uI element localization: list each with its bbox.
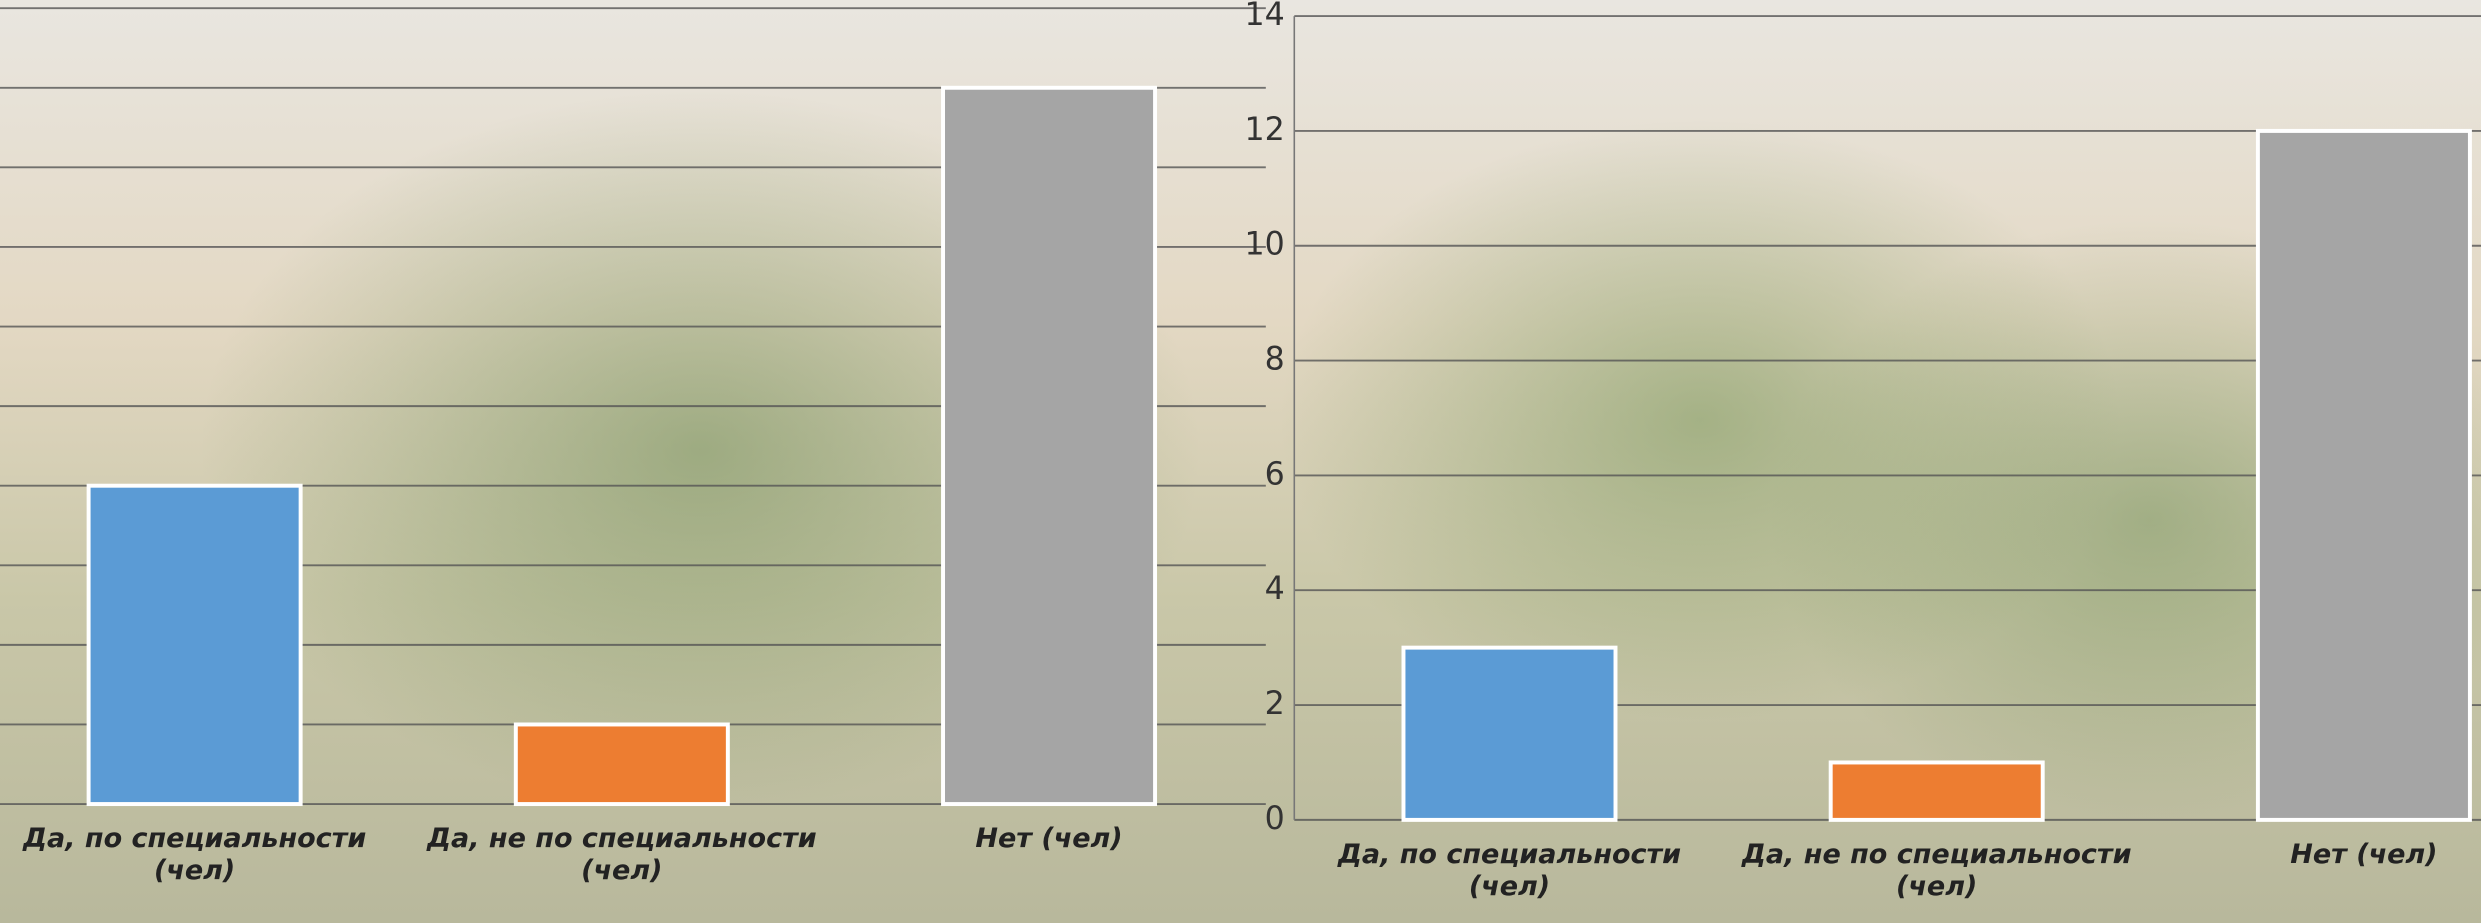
x-tick-label: Да, не по специальности (чел) [1741, 838, 2132, 902]
y-tick-label: 8 [1265, 342, 1285, 378]
y-tick-label: 0 [1265, 801, 1285, 837]
y-tick-label: 2 [1265, 686, 1285, 722]
x-tick-label: Да, по специальности (чел) [22, 822, 367, 887]
y-tick-label: 10 [1245, 227, 1285, 263]
y-tick-label: 6 [1265, 456, 1285, 492]
bar [941, 85, 1158, 807]
bar [86, 483, 303, 807]
x-tick-label: Нет (чел) [975, 822, 1123, 854]
y-tick-label: 4 [1265, 571, 1285, 607]
bar [2255, 128, 2472, 822]
bar [1828, 760, 2045, 822]
x-tick-label: Да, не по специальности (чел) [427, 822, 817, 887]
bar [1401, 645, 1618, 822]
x-tick-label: Да, по специальности (чел) [1337, 838, 1682, 902]
y-tick-label: 14 [1245, 0, 1285, 33]
x-tick-label: Нет (чел) [2290, 838, 2438, 870]
y-tick-label: 12 [1245, 112, 1285, 148]
bar [513, 722, 730, 807]
